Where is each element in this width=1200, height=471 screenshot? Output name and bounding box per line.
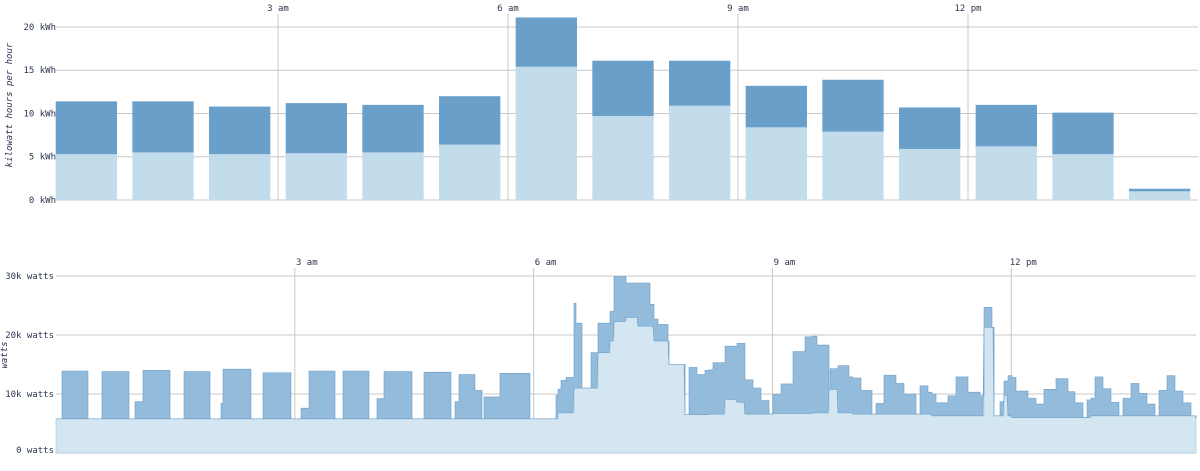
bar-lower-segment [362,152,424,200]
bar-upper-segment [822,79,884,132]
bar-lower-segment [975,146,1037,200]
bar-upper-segment [669,60,731,106]
bar-upper-segment [515,17,577,67]
power-area-chart: 0 watts 10k watts 20k watts 30k watts 3 am 6… [0,258,1197,456]
top-y-tick-label: 20 kWh [23,23,56,33]
top-y-tick-label: 15 kWh [23,66,56,76]
top-chart-x-tick-labels: 3 am 6 am 9 am 12 pm [267,4,981,14]
bar-lower-segment [132,152,194,200]
bar-upper-segment [1052,112,1114,155]
bar-lower-segment [1129,191,1191,200]
bottom-x-tick-label: 6 am [535,258,557,268]
bar-upper-segment [132,101,194,153]
top-x-tick-label: 6 am [497,4,519,14]
bar-lower-segment [209,154,271,200]
hourly-energy-bar-chart: 0 kWh 5 kWh 10 kWh 15 kWh 20 kWh 3 am 6 am 9 a… [5,4,1198,206]
bottom-chart-y-axis-label: watts [0,341,10,368]
peak-load-area [56,276,1197,420]
bottom-y-tick-label: 0 watts [16,446,54,456]
bar-lower-segment [439,144,501,200]
bottom-chart-x-tick-labels: 3 am 6 am 9 am 12 pm [296,258,1037,268]
bar-upper-segment [1129,188,1191,192]
bar-lower-segment [745,127,807,200]
bar-lower-segment [822,131,884,200]
bar-upper-segment [439,96,501,145]
bar-upper-segment [209,106,271,155]
bar-upper-segment [975,104,1037,147]
top-chart-y-tick-labels: 0 kWh 5 kWh 10 kWh 15 kWh 20 kWh [23,23,56,206]
bar-upper-segment [592,60,654,117]
bottom-chart-y-tick-labels: 0 watts 10k watts 20k watts 30k watts [5,272,54,456]
top-y-tick-label: 5 kWh [29,153,56,163]
bar-upper-segment [285,103,347,154]
bar-lower-segment [899,148,961,200]
top-x-tick-label: 12 pm [954,4,981,14]
top-y-tick-label: 10 kWh [23,109,56,119]
bar-lower-segment [55,154,117,200]
bottom-y-tick-label: 30k watts [5,272,54,282]
bar-lower-segment [515,66,577,200]
top-x-tick-label: 3 am [267,4,289,14]
bottom-y-tick-label: 20k watts [5,331,54,341]
bottom-y-tick-label: 10k watts [5,390,54,400]
bottom-x-tick-label: 12 pm [1010,258,1037,268]
top-chart-y-axis-label: kilowatt hours per hour [5,42,15,167]
bottom-x-tick-label: 9 am [774,258,796,268]
top-chart-bars [55,17,1191,200]
bar-upper-segment [745,85,807,128]
bar-lower-segment [669,105,731,200]
bottom-x-tick-label: 3 am [296,258,318,268]
bar-upper-segment [362,104,424,153]
top-y-tick-label: 0 kWh [29,196,56,206]
bar-upper-segment [899,107,961,149]
bar-lower-segment [592,116,654,200]
top-x-tick-label: 9 am [727,4,749,14]
bar-upper-segment [55,101,117,155]
bottom-chart-areas [55,276,1197,454]
bar-lower-segment [1052,154,1114,200]
bar-lower-segment [285,153,347,200]
